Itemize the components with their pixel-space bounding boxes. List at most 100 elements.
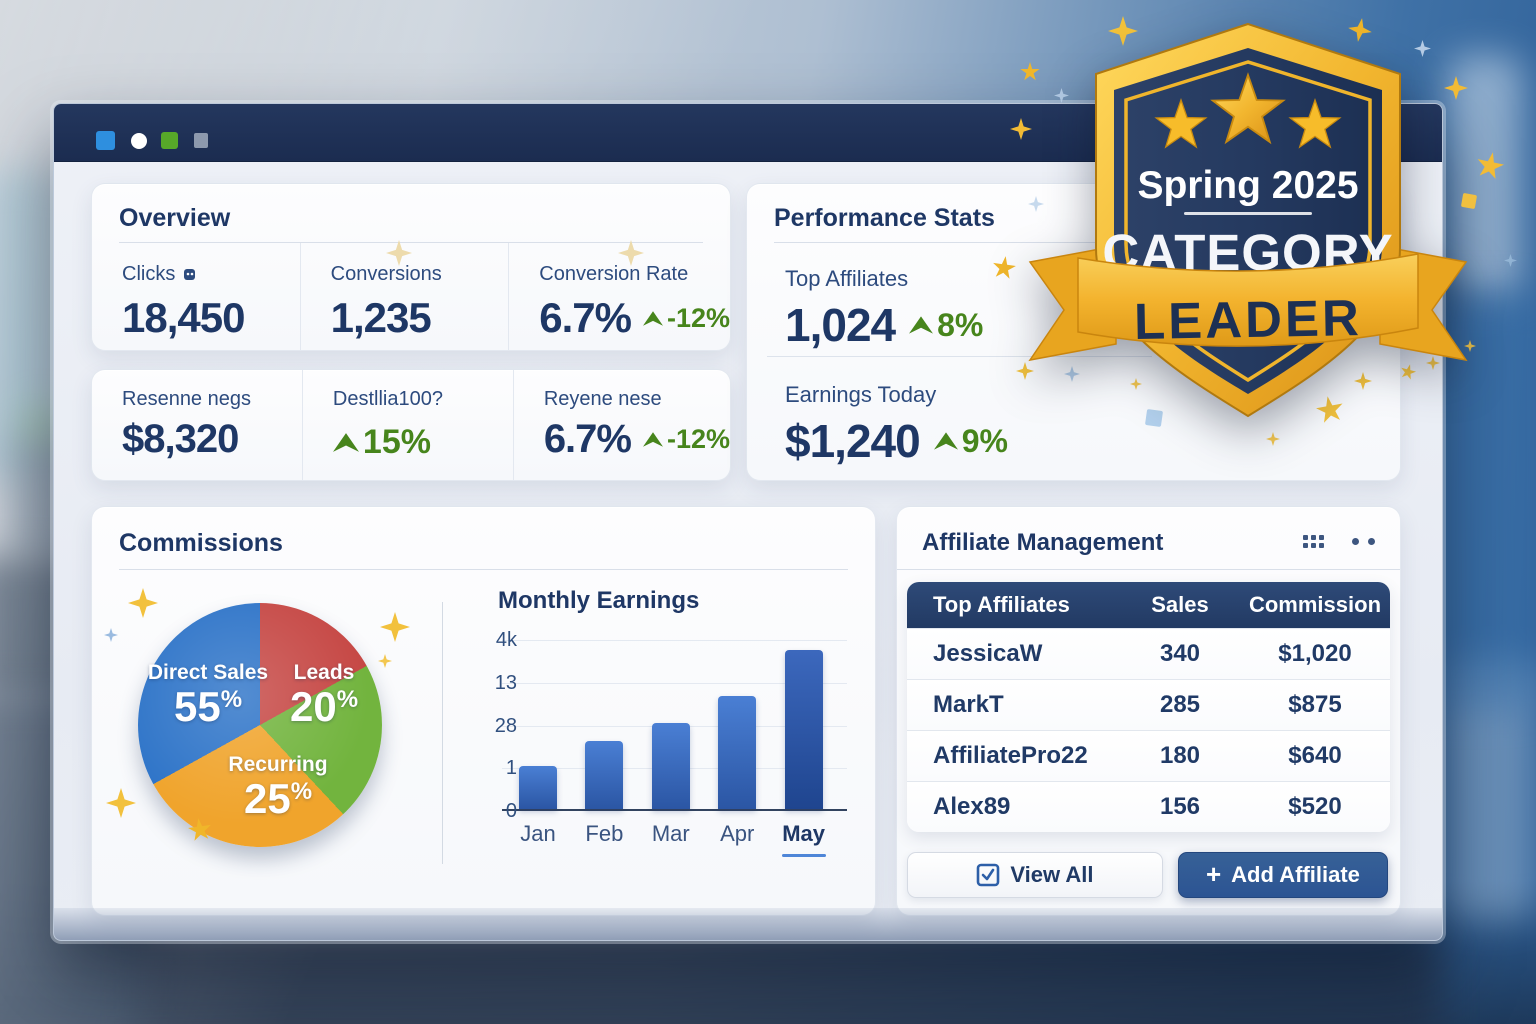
table-header-row: Top Affiliates Sales Commission <box>907 582 1390 628</box>
plus-icon: + <box>1205 858 1222 889</box>
bar-apr <box>718 696 757 809</box>
performance-title: Performance Stats <box>774 204 995 232</box>
column-header-name: Top Affiliates <box>933 592 1070 617</box>
cell-name: Alex89 <box>933 793 1011 820</box>
background-blur-shape <box>24 404 58 444</box>
divider <box>119 569 848 570</box>
cell-name: AffiliatePro22 <box>933 742 1088 769</box>
dashboard-window: Overview Clicks 18,450 Conversions 1,235… <box>53 103 1443 941</box>
up-arrow-icon <box>642 310 663 326</box>
bar-feb <box>585 741 624 809</box>
bar-may <box>784 650 823 809</box>
table-row[interactable]: JessicaW 340 $1,020 <box>907 628 1390 679</box>
stat-value: 6.7% <box>543 417 632 461</box>
stat-label: Reyene nese <box>543 388 662 410</box>
gridline <box>502 682 847 684</box>
y-axis-tick-label: 1 <box>505 757 517 780</box>
secondary-stats-panel: Resenne negs $8,320 Destllia100? 15% Rey… <box>91 369 731 481</box>
stat-revenue-rate: Reyene nese 6.7% -12% <box>512 370 730 480</box>
delta-badge: -12% <box>642 303 730 334</box>
table-row[interactable]: MarkT 285 $875 <box>907 679 1390 730</box>
x-axis-label-feb: Feb <box>585 821 624 846</box>
stat-value: $8,320 <box>122 417 239 461</box>
stat-label: Earnings Today <box>785 382 937 407</box>
stat-growth: Destllia100? 15% <box>301 370 513 480</box>
cell-commission: $520 <box>1288 793 1342 820</box>
add-affiliate-button[interactable]: + Add Affiliate <box>1177 852 1388 898</box>
commissions-panel: Commissions Direct Sales 55% Leads 20% R… <box>91 506 876 916</box>
stat-conversions: Conversions 1,235 <box>299 243 509 350</box>
delta-badge: -12% <box>642 424 730 455</box>
menu-grid-icon[interactable] <box>1303 535 1324 548</box>
background-blur-shape <box>140 930 1440 1024</box>
pie-gloss <box>138 603 382 847</box>
cell-commission: $640 <box>1288 742 1342 769</box>
x-axis-label-may[interactable]: May <box>769 821 839 857</box>
affiliate-management-panel: Affiliate Management Top Affiliates Sale… <box>896 506 1401 916</box>
bar-mar <box>651 723 690 809</box>
stat-conversion-rate: Conversion Rate 6.7% -12% <box>508 243 730 350</box>
stat-value: 6.7% <box>539 294 632 341</box>
x-axis-label-jan: Jan <box>520 821 556 846</box>
stat-earnings-today: Earnings Today $1,240 9% <box>785 382 1008 468</box>
delta-badge: 15% <box>332 423 431 462</box>
top-affiliates-table: Top Affiliates Sales Commission JessicaW… <box>907 582 1390 832</box>
category-leader-badge: Spring 2025 CATEGORY LEADER <box>1018 10 1478 434</box>
window-bottom-bezel <box>54 908 1442 940</box>
pie-label-direct-sales: Direct Sales 55% <box>147 661 269 730</box>
view-all-button[interactable]: View All <box>907 852 1163 898</box>
stat-label: Resenne negs <box>122 388 251 410</box>
pie-label-leads: Leads 20% <box>289 661 359 730</box>
badge-divider <box>1184 212 1312 215</box>
stat-value: 1,235 <box>330 294 432 341</box>
window-control-white[interactable] <box>131 133 147 149</box>
commissions-pie-chart: Direct Sales 55% Leads 20% Recurring 25% <box>138 603 382 847</box>
stat-top-affiliates: Top Affiliates 1,024 8% <box>785 266 983 352</box>
bar-jan <box>519 766 557 809</box>
monthly-earnings-bar-chart <box>502 640 847 811</box>
up-arrow-icon <box>909 316 934 334</box>
y-axis-tick-label: 28 <box>494 714 517 737</box>
view-all-label: View All <box>1010 862 1094 887</box>
cell-commission: $875 <box>1288 691 1342 718</box>
stat-value: 1,024 <box>785 299 896 351</box>
stat-value: 18,450 <box>122 294 245 341</box>
cell-sales: 156 <box>1159 793 1201 820</box>
affiliate-management-title: Affiliate Management <box>922 529 1164 556</box>
up-arrow-icon <box>332 433 359 452</box>
divider <box>767 356 1152 357</box>
cell-commission: $1,020 <box>1278 640 1352 667</box>
window-control-blue[interactable] <box>96 131 115 150</box>
table-row[interactable]: AffiliatePro22 180 $640 <box>907 730 1390 781</box>
overview-title: Overview <box>119 204 231 232</box>
cell-sales: 180 <box>1159 742 1201 769</box>
window-control-gray[interactable] <box>194 133 208 148</box>
stat-clicks: Clicks 18,450 <box>92 243 300 350</box>
gridline <box>502 640 847 641</box>
stat-revenue: Resenne negs $8,320 <box>92 370 302 480</box>
up-arrow-icon <box>933 432 958 450</box>
cell-sales: 340 <box>1159 640 1201 667</box>
table-row[interactable]: Alex89 156 $520 <box>907 781 1390 832</box>
cell-sales: 285 <box>1159 691 1201 718</box>
more-dots-icon[interactable] <box>1352 538 1375 545</box>
x-axis-label-apr: Apr <box>720 821 755 846</box>
y-axis-tick-label: 4k <box>495 629 517 651</box>
badge-ribbon-text: LEADER <box>1134 289 1363 350</box>
cell-name: JessicaW <box>933 640 1043 667</box>
stat-value: $1,240 <box>785 415 921 467</box>
ribbon-band <box>1077 253 1419 347</box>
column-header-sales: Sales <box>1151 592 1209 617</box>
pie-label-recurring: Recurring 25% <box>228 753 328 822</box>
bar-chart-title: Monthly Earnings <box>498 587 700 614</box>
divider <box>442 602 443 864</box>
divider <box>897 569 1400 570</box>
divider <box>774 242 1373 243</box>
commissions-title: Commissions <box>119 529 283 557</box>
stat-label: Clicks <box>122 263 176 285</box>
y-axis-tick-label: 0 <box>505 800 517 822</box>
overview-panel: Overview Clicks 18,450 Conversions 1,235… <box>91 183 731 351</box>
window-control-green[interactable] <box>161 132 178 149</box>
y-axis-tick-label: 13 <box>494 671 517 694</box>
badge-season-text: Spring 2025 <box>1137 164 1358 207</box>
